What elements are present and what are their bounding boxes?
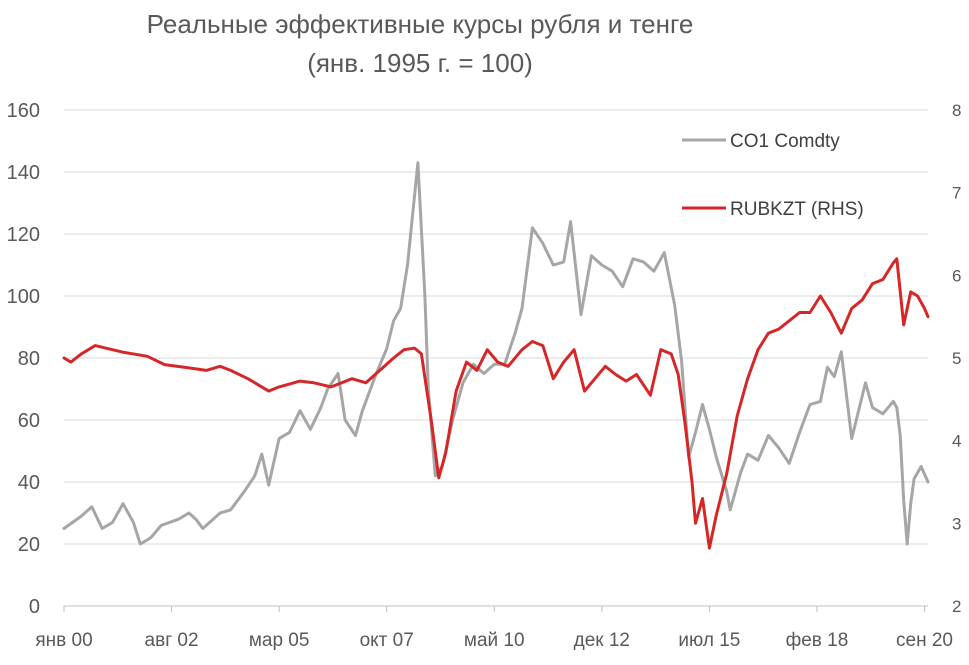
- x-tick-label: дек 12: [574, 630, 630, 651]
- legend-label: CO1 Comdty: [730, 131, 840, 152]
- series-line-co1-comdty: [62, 161, 930, 546]
- y-left-tick-label: 80: [18, 348, 40, 370]
- y-left-tick-label: 120: [7, 224, 40, 246]
- series-layer: [62, 161, 930, 550]
- legend: CO1 Comdty RUBKZT (RHS): [682, 131, 864, 220]
- legend-label: RUBKZT (RHS): [730, 199, 864, 220]
- y-right-tick-label: 3: [952, 514, 961, 533]
- x-tick-label: фев 18: [786, 630, 849, 651]
- y-right-tick-label: 4: [952, 432, 961, 451]
- y-right-tick-label: 7: [952, 184, 961, 203]
- y-right-tick-label: 8: [952, 101, 961, 120]
- chart-subtitle: (янв. 1995 г. = 100): [307, 48, 533, 78]
- x-tick-label: май 10: [464, 630, 525, 651]
- x-tick-label: окт 07: [360, 630, 414, 651]
- y-left-tick-label: 60: [18, 410, 40, 432]
- y-right-tick-label: 5: [952, 349, 961, 368]
- left-axis-ticks: 0 20 40 60 80 100 120 140 160: [7, 100, 40, 618]
- y-left-tick-label: 160: [7, 100, 40, 122]
- series-line-rubkzt: [62, 257, 930, 550]
- x-tick-label: мар 05: [249, 630, 310, 651]
- y-right-tick-label: 2: [952, 597, 961, 616]
- x-tick-label: сен 20: [896, 630, 953, 651]
- right-axis-ticks: 2 3 4 5 6 7 8: [952, 101, 961, 616]
- x-axis: янв 00 авг 02 мар 05 окт 07 май 10 дек 12 июл …: [35, 605, 953, 651]
- x-tick-label: авг 02: [145, 630, 199, 651]
- x-tick-label: янв 00: [35, 630, 92, 651]
- chart-title: Реальные эффективные курсы рубля и тенге: [147, 9, 694, 39]
- y-left-tick-label: 20: [18, 534, 40, 556]
- gridlines: [64, 109, 928, 545]
- y-right-tick-label: 6: [952, 266, 961, 285]
- y-left-tick-label: 100: [7, 286, 40, 308]
- y-left-tick-label: 0: [29, 596, 40, 618]
- y-left-tick-label: 40: [18, 472, 40, 494]
- x-tick-label: июл 15: [678, 630, 740, 651]
- y-left-tick-label: 140: [7, 162, 40, 184]
